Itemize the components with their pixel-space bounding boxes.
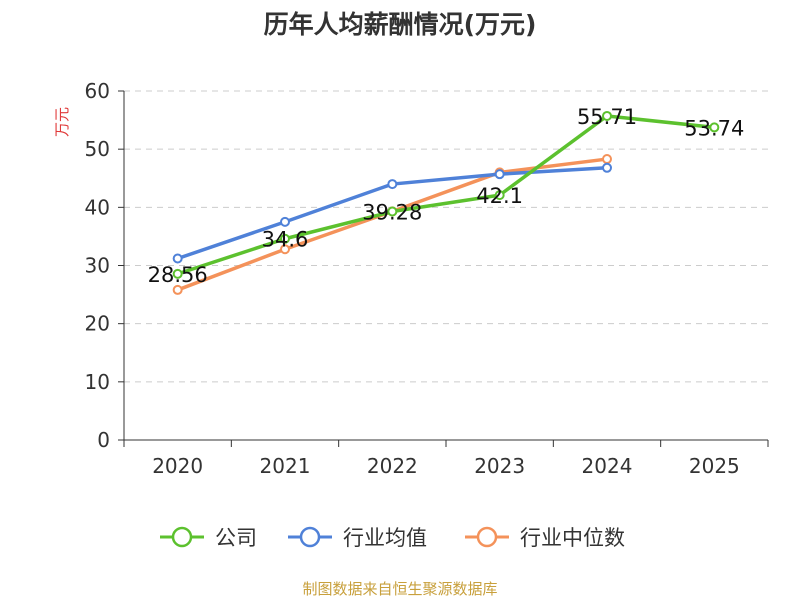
data-point — [494, 190, 505, 201]
legend-label: 公司 — [215, 526, 257, 550]
data-point — [602, 162, 612, 173]
axes: 0 10 20 30 40 50 60 2020 2021 2022 2023 2024 2025 — [85, 79, 769, 478]
data-labels: 28.56 34.6 39.28 42.1 55.71 53.74 — [148, 105, 745, 287]
x-tick-label: 2025 — [689, 454, 740, 478]
data-point — [387, 206, 398, 217]
y-tick-label: 0 — [97, 428, 110, 452]
data-point — [172, 284, 183, 295]
series-line-0 — [175, 114, 717, 276]
data-point — [172, 268, 183, 279]
y-tick-label: 60 — [85, 79, 110, 103]
x-tick-label: 2024 — [582, 454, 633, 478]
legend: 公司 行业均值 行业中位数 — [160, 526, 625, 550]
x-tick-label: 2022 — [367, 454, 418, 478]
data-point — [709, 122, 720, 133]
data-label: 28.56 — [148, 263, 208, 287]
y-tick-label: 10 — [85, 370, 110, 394]
series-layer — [172, 110, 720, 295]
legend-label: 行业均值 — [343, 526, 427, 550]
data-label: 39.28 — [362, 201, 422, 225]
y-tick-label: 30 — [85, 254, 110, 278]
y-axis-label: 万元 — [53, 107, 71, 137]
data-label: 55.71 — [577, 105, 637, 129]
data-label: 42.1 — [476, 184, 523, 208]
data-point — [172, 253, 183, 264]
data-point — [387, 179, 398, 190]
legend-label: 行业中位数 — [520, 526, 625, 550]
y-tick-label: 20 — [85, 312, 110, 336]
data-label: 53.74 — [684, 116, 744, 140]
data-point — [280, 244, 290, 255]
legend-marker — [299, 526, 321, 548]
source-note: 制图数据来自恒生聚源数据库 — [302, 580, 497, 598]
x-tick-label: 2023 — [474, 454, 525, 478]
data-label: 34.6 — [262, 228, 309, 252]
x-tick-label: 2021 — [260, 454, 311, 478]
data-point — [602, 154, 612, 165]
grid-lines — [124, 90, 768, 383]
data-point — [280, 233, 290, 244]
data-point — [494, 169, 505, 180]
chart-title: 历年人均薪酬情况(万元) — [264, 10, 537, 39]
y-tick-label: 50 — [85, 137, 110, 161]
legend-marker — [476, 526, 498, 548]
data-point — [602, 110, 612, 121]
legend-marker — [171, 526, 193, 548]
y-tick-label: 40 — [85, 195, 110, 219]
x-tick-label: 2020 — [152, 454, 203, 478]
data-point — [280, 216, 290, 227]
